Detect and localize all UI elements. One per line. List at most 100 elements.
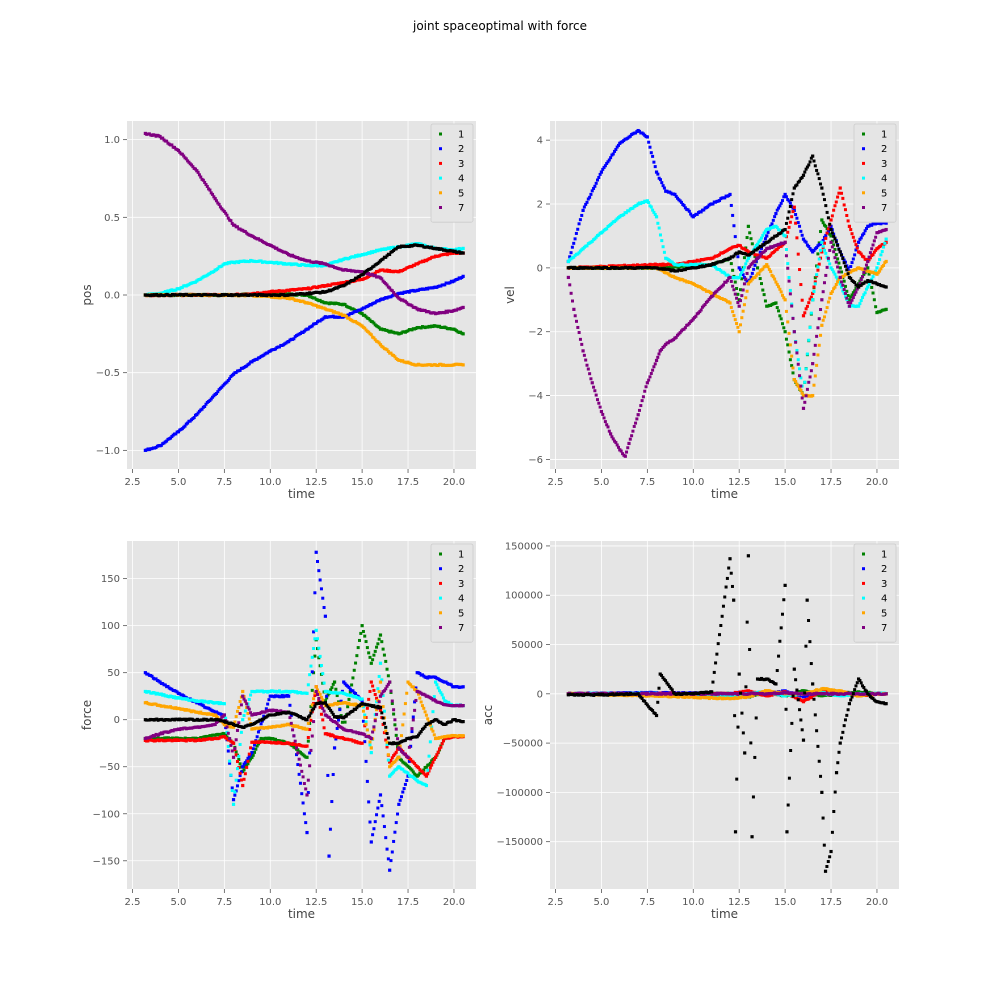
data-point	[216, 390, 220, 394]
series-unlabeled	[143, 243, 465, 298]
data-point	[820, 298, 824, 302]
data-point	[288, 703, 292, 707]
data-point	[229, 743, 233, 747]
data-point	[761, 288, 765, 292]
data-point	[791, 192, 795, 196]
data-point	[585, 200, 589, 204]
data-point	[321, 718, 325, 722]
data-point	[176, 148, 181, 153]
data-point	[566, 275, 570, 280]
data-point	[820, 186, 824, 190]
x-tick-label: 17.5	[397, 477, 419, 488]
data-point	[775, 306, 779, 310]
data-point	[714, 265, 718, 269]
data-point	[575, 319, 579, 323]
data-point	[409, 683, 413, 687]
data-point	[777, 206, 781, 210]
data-point	[740, 277, 744, 281]
data-point	[769, 270, 773, 274]
data-point	[832, 250, 836, 254]
data-point	[571, 299, 575, 303]
data-point	[330, 686, 334, 690]
data-point	[428, 766, 432, 770]
data-point	[656, 221, 660, 225]
data-point	[626, 446, 630, 450]
data-point	[846, 266, 850, 270]
data-point	[849, 301, 853, 305]
data-point	[580, 342, 584, 346]
data-point	[576, 227, 580, 231]
data-point	[784, 248, 788, 252]
data-point	[365, 779, 369, 783]
data-point	[335, 726, 339, 730]
data-point	[293, 739, 297, 743]
data-point	[309, 705, 313, 709]
data-point	[777, 309, 781, 313]
data-point	[829, 266, 833, 270]
data-point	[361, 629, 365, 633]
data-point	[371, 658, 375, 662]
data-point	[645, 199, 649, 203]
data-point	[883, 241, 887, 245]
data-point	[833, 204, 837, 208]
legend-label: 4	[458, 174, 464, 185]
data-point	[394, 733, 398, 737]
data-point	[361, 719, 365, 723]
data-point	[241, 765, 245, 769]
data-point	[834, 253, 838, 257]
data-point	[792, 205, 796, 209]
data-point	[385, 740, 389, 744]
data-point	[790, 198, 794, 202]
data-point	[388, 760, 392, 764]
data-point	[859, 236, 863, 240]
data-point	[796, 362, 800, 366]
data-point	[577, 222, 581, 226]
data-point	[799, 388, 803, 392]
data-point	[757, 246, 761, 250]
x-tick-label: 5.0	[170, 477, 186, 488]
data-point	[846, 219, 850, 223]
data-point	[830, 245, 834, 249]
x-tick-label: 20.0	[443, 897, 465, 908]
data-point	[805, 352, 809, 356]
data-point	[247, 752, 251, 756]
data-point	[300, 769, 304, 773]
data-point	[732, 254, 736, 258]
data-point	[784, 195, 788, 199]
data-point	[834, 200, 838, 204]
data-point	[394, 750, 398, 754]
y-tick-label: −150	[93, 856, 120, 867]
data-point	[310, 734, 314, 738]
data-point	[758, 250, 762, 254]
data-point	[226, 745, 230, 749]
data-point	[372, 827, 376, 831]
series-layer	[566, 128, 888, 458]
data-point	[287, 694, 291, 698]
data-point	[757, 255, 761, 259]
data-point	[262, 714, 266, 718]
data-point	[364, 720, 368, 724]
data-point	[228, 761, 232, 765]
data-point	[238, 699, 242, 703]
data-point	[813, 343, 817, 347]
data-point	[319, 663, 323, 667]
data-point	[838, 186, 842, 190]
data-point	[607, 429, 611, 433]
data-point	[809, 311, 813, 315]
data-point	[826, 229, 830, 233]
data-point	[798, 367, 802, 371]
data-point	[614, 441, 618, 445]
data-point	[369, 751, 373, 755]
x-tick-label: 7.5	[216, 897, 232, 908]
data-point	[375, 645, 379, 649]
data-point	[733, 235, 737, 239]
data-point	[784, 254, 788, 258]
data-point	[815, 168, 819, 172]
data-point	[854, 243, 858, 247]
data-point	[234, 778, 238, 782]
data-point	[343, 720, 347, 724]
data-point	[628, 134, 632, 138]
data-point	[384, 255, 388, 259]
data-point	[243, 709, 247, 713]
data-point	[631, 206, 635, 210]
